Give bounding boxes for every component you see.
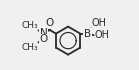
Text: CH₃: CH₃ bbox=[22, 43, 38, 52]
Text: B: B bbox=[84, 29, 91, 39]
Text: O: O bbox=[45, 18, 54, 28]
Text: O: O bbox=[39, 34, 48, 44]
Text: OH: OH bbox=[92, 18, 106, 28]
Text: N: N bbox=[40, 28, 47, 38]
Text: OH: OH bbox=[94, 30, 109, 40]
Text: CH₃: CH₃ bbox=[22, 21, 38, 30]
